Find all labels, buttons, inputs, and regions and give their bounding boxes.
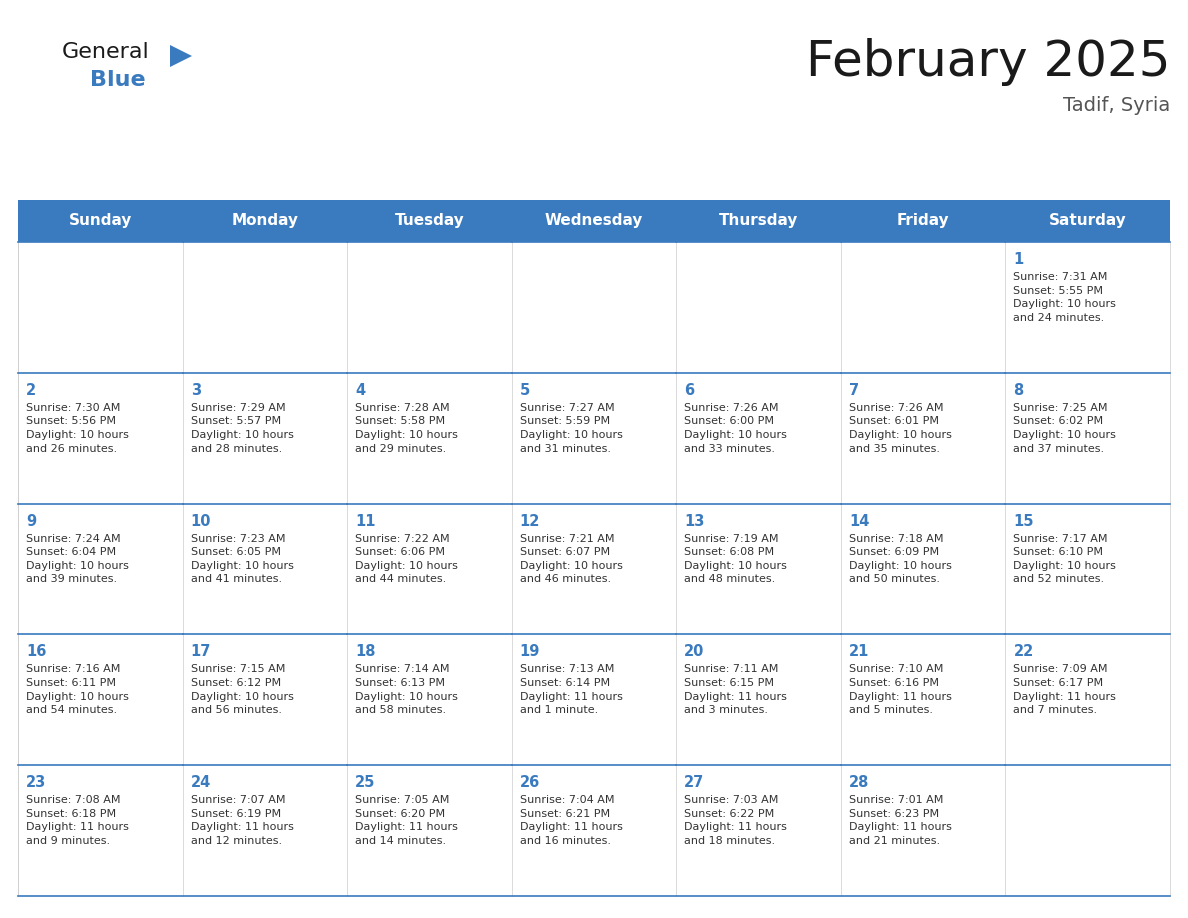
Polygon shape bbox=[170, 45, 192, 67]
Text: Thursday: Thursday bbox=[719, 214, 798, 229]
Text: Sunrise: 7:09 AM
Sunset: 6:17 PM
Daylight: 11 hours
and 7 minutes.: Sunrise: 7:09 AM Sunset: 6:17 PM Dayligh… bbox=[1013, 665, 1117, 715]
Text: Sunrise: 7:10 AM
Sunset: 6:16 PM
Daylight: 11 hours
and 5 minutes.: Sunrise: 7:10 AM Sunset: 6:16 PM Dayligh… bbox=[849, 665, 952, 715]
Text: Sunrise: 7:05 AM
Sunset: 6:20 PM
Daylight: 11 hours
and 14 minutes.: Sunrise: 7:05 AM Sunset: 6:20 PM Dayligh… bbox=[355, 795, 459, 846]
Text: February 2025: February 2025 bbox=[805, 38, 1170, 86]
Text: Sunrise: 7:13 AM
Sunset: 6:14 PM
Daylight: 11 hours
and 1 minute.: Sunrise: 7:13 AM Sunset: 6:14 PM Dayligh… bbox=[519, 665, 623, 715]
Text: Sunrise: 7:24 AM
Sunset: 6:04 PM
Daylight: 10 hours
and 39 minutes.: Sunrise: 7:24 AM Sunset: 6:04 PM Dayligh… bbox=[26, 533, 128, 585]
Text: 28: 28 bbox=[849, 775, 870, 790]
Text: Blue: Blue bbox=[90, 70, 146, 90]
Text: Saturday: Saturday bbox=[1049, 214, 1126, 229]
Text: 9: 9 bbox=[26, 513, 36, 529]
Text: Sunrise: 7:11 AM
Sunset: 6:15 PM
Daylight: 11 hours
and 3 minutes.: Sunrise: 7:11 AM Sunset: 6:15 PM Dayligh… bbox=[684, 665, 788, 715]
Text: Sunrise: 7:30 AM
Sunset: 5:56 PM
Daylight: 10 hours
and 26 minutes.: Sunrise: 7:30 AM Sunset: 5:56 PM Dayligh… bbox=[26, 403, 128, 453]
Text: Sunrise: 7:21 AM
Sunset: 6:07 PM
Daylight: 10 hours
and 46 minutes.: Sunrise: 7:21 AM Sunset: 6:07 PM Dayligh… bbox=[519, 533, 623, 585]
Text: 17: 17 bbox=[190, 644, 211, 659]
Text: 2: 2 bbox=[26, 383, 36, 397]
Text: Sunrise: 7:14 AM
Sunset: 6:13 PM
Daylight: 10 hours
and 58 minutes.: Sunrise: 7:14 AM Sunset: 6:13 PM Dayligh… bbox=[355, 665, 459, 715]
Text: 11: 11 bbox=[355, 513, 375, 529]
Text: Sunrise: 7:17 AM
Sunset: 6:10 PM
Daylight: 10 hours
and 52 minutes.: Sunrise: 7:17 AM Sunset: 6:10 PM Dayligh… bbox=[1013, 533, 1117, 585]
Text: Sunrise: 7:04 AM
Sunset: 6:21 PM
Daylight: 11 hours
and 16 minutes.: Sunrise: 7:04 AM Sunset: 6:21 PM Dayligh… bbox=[519, 795, 623, 846]
Text: 18: 18 bbox=[355, 644, 375, 659]
Text: 14: 14 bbox=[849, 513, 870, 529]
Text: Sunrise: 7:07 AM
Sunset: 6:19 PM
Daylight: 11 hours
and 12 minutes.: Sunrise: 7:07 AM Sunset: 6:19 PM Dayligh… bbox=[190, 795, 293, 846]
Text: Tuesday: Tuesday bbox=[394, 214, 465, 229]
Text: Sunrise: 7:03 AM
Sunset: 6:22 PM
Daylight: 11 hours
and 18 minutes.: Sunrise: 7:03 AM Sunset: 6:22 PM Dayligh… bbox=[684, 795, 788, 846]
Text: Sunrise: 7:28 AM
Sunset: 5:58 PM
Daylight: 10 hours
and 29 minutes.: Sunrise: 7:28 AM Sunset: 5:58 PM Dayligh… bbox=[355, 403, 459, 453]
Text: Sunrise: 7:18 AM
Sunset: 6:09 PM
Daylight: 10 hours
and 50 minutes.: Sunrise: 7:18 AM Sunset: 6:09 PM Dayligh… bbox=[849, 533, 952, 585]
Text: Sunrise: 7:26 AM
Sunset: 6:00 PM
Daylight: 10 hours
and 33 minutes.: Sunrise: 7:26 AM Sunset: 6:00 PM Dayligh… bbox=[684, 403, 788, 453]
Text: 26: 26 bbox=[519, 775, 541, 790]
Text: Sunrise: 7:01 AM
Sunset: 6:23 PM
Daylight: 11 hours
and 21 minutes.: Sunrise: 7:01 AM Sunset: 6:23 PM Dayligh… bbox=[849, 795, 952, 846]
Text: 22: 22 bbox=[1013, 644, 1034, 659]
Text: 1: 1 bbox=[1013, 252, 1024, 267]
Text: Sunrise: 7:22 AM
Sunset: 6:06 PM
Daylight: 10 hours
and 44 minutes.: Sunrise: 7:22 AM Sunset: 6:06 PM Dayligh… bbox=[355, 533, 459, 585]
Text: Wednesday: Wednesday bbox=[545, 214, 643, 229]
Text: 8: 8 bbox=[1013, 383, 1024, 397]
Text: 23: 23 bbox=[26, 775, 46, 790]
Text: Sunrise: 7:15 AM
Sunset: 6:12 PM
Daylight: 10 hours
and 56 minutes.: Sunrise: 7:15 AM Sunset: 6:12 PM Dayligh… bbox=[190, 665, 293, 715]
Text: General: General bbox=[62, 42, 150, 62]
Text: Sunrise: 7:25 AM
Sunset: 6:02 PM
Daylight: 10 hours
and 37 minutes.: Sunrise: 7:25 AM Sunset: 6:02 PM Dayligh… bbox=[1013, 403, 1117, 453]
Text: Sunrise: 7:08 AM
Sunset: 6:18 PM
Daylight: 11 hours
and 9 minutes.: Sunrise: 7:08 AM Sunset: 6:18 PM Dayligh… bbox=[26, 795, 128, 846]
Text: 15: 15 bbox=[1013, 513, 1034, 529]
Text: Sunrise: 7:16 AM
Sunset: 6:11 PM
Daylight: 10 hours
and 54 minutes.: Sunrise: 7:16 AM Sunset: 6:11 PM Dayligh… bbox=[26, 665, 128, 715]
Text: 10: 10 bbox=[190, 513, 211, 529]
Text: Tadif, Syria: Tadif, Syria bbox=[1063, 96, 1170, 115]
Text: 5: 5 bbox=[519, 383, 530, 397]
Text: 3: 3 bbox=[190, 383, 201, 397]
Text: 12: 12 bbox=[519, 513, 541, 529]
Text: Sunrise: 7:29 AM
Sunset: 5:57 PM
Daylight: 10 hours
and 28 minutes.: Sunrise: 7:29 AM Sunset: 5:57 PM Dayligh… bbox=[190, 403, 293, 453]
Text: Sunday: Sunday bbox=[69, 214, 132, 229]
Text: 20: 20 bbox=[684, 644, 704, 659]
Text: Sunrise: 7:23 AM
Sunset: 6:05 PM
Daylight: 10 hours
and 41 minutes.: Sunrise: 7:23 AM Sunset: 6:05 PM Dayligh… bbox=[190, 533, 293, 585]
Text: 4: 4 bbox=[355, 383, 365, 397]
Text: 21: 21 bbox=[849, 644, 870, 659]
Text: 24: 24 bbox=[190, 775, 210, 790]
Text: Sunrise: 7:26 AM
Sunset: 6:01 PM
Daylight: 10 hours
and 35 minutes.: Sunrise: 7:26 AM Sunset: 6:01 PM Dayligh… bbox=[849, 403, 952, 453]
Text: 27: 27 bbox=[684, 775, 704, 790]
Text: 19: 19 bbox=[519, 644, 541, 659]
Text: Monday: Monday bbox=[232, 214, 298, 229]
Text: 7: 7 bbox=[849, 383, 859, 397]
Text: Sunrise: 7:19 AM
Sunset: 6:08 PM
Daylight: 10 hours
and 48 minutes.: Sunrise: 7:19 AM Sunset: 6:08 PM Dayligh… bbox=[684, 533, 788, 585]
Text: Friday: Friday bbox=[897, 214, 949, 229]
Text: 16: 16 bbox=[26, 644, 46, 659]
Text: 13: 13 bbox=[684, 513, 704, 529]
Text: 25: 25 bbox=[355, 775, 375, 790]
Text: Sunrise: 7:31 AM
Sunset: 5:55 PM
Daylight: 10 hours
and 24 minutes.: Sunrise: 7:31 AM Sunset: 5:55 PM Dayligh… bbox=[1013, 272, 1117, 323]
Text: Sunrise: 7:27 AM
Sunset: 5:59 PM
Daylight: 10 hours
and 31 minutes.: Sunrise: 7:27 AM Sunset: 5:59 PM Dayligh… bbox=[519, 403, 623, 453]
Bar bbox=[18, 200, 1170, 242]
Text: 6: 6 bbox=[684, 383, 695, 397]
